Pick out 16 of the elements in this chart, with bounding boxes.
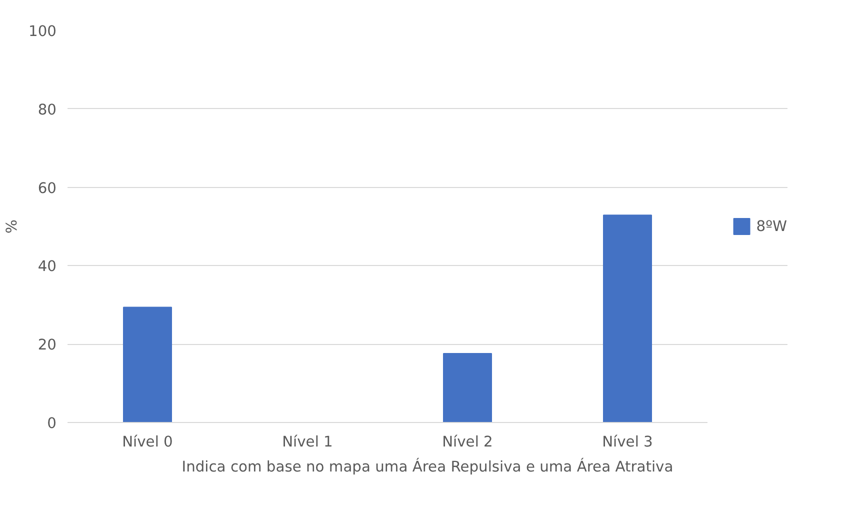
y-tick-label: 40 — [38, 258, 57, 276]
x-tick-label: Nível 0 — [122, 434, 173, 450]
x-tick-label: Nível 3 — [602, 434, 653, 450]
y-tick-label: 100 — [28, 23, 57, 40]
y-tick-label: 80 — [38, 101, 57, 118]
y-axis-title: % — [4, 219, 21, 234]
x-tick-label: Nível 1 — [282, 434, 333, 450]
y-tick-label: 20 — [38, 336, 57, 354]
bar — [123, 306, 172, 422]
bar — [443, 353, 492, 422]
bar — [603, 214, 652, 422]
x-axis-title: Indica com base no mapa uma Área Repulsiva e uma Área Atrativa — [182, 458, 674, 476]
legend-label: 8ºW — [756, 218, 787, 234]
y-tick-label: 0 — [47, 415, 57, 432]
x-tick-label: Nível 2 — [442, 434, 493, 450]
y-tick-label: 60 — [38, 180, 57, 197]
